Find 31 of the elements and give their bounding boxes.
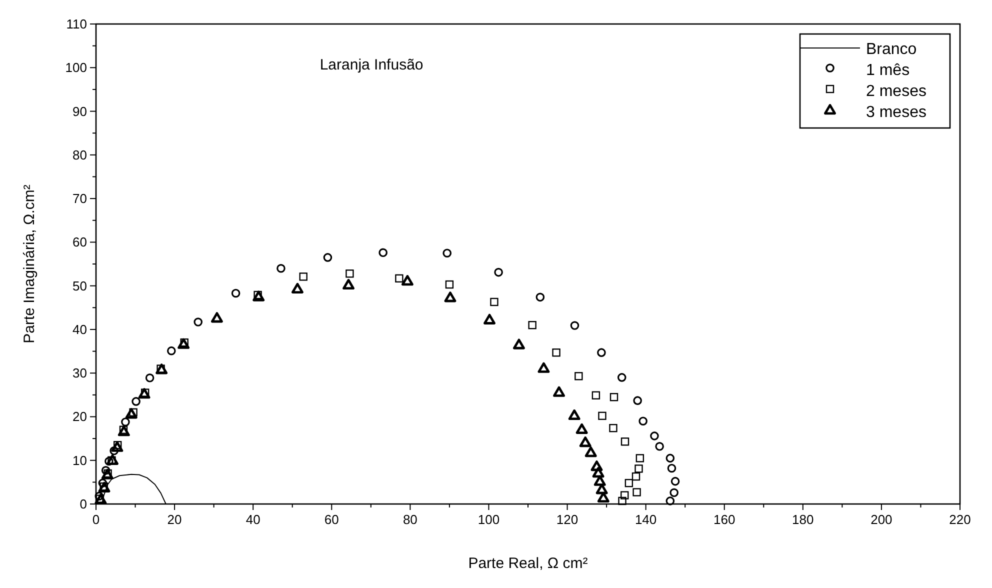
x-tick-label: 80	[402, 512, 418, 527]
y-axis-title: Parte Imaginária, Ω.cm²	[21, 184, 38, 344]
y-tick-label: 60	[72, 234, 87, 250]
x-tick-label: 20	[167, 512, 182, 527]
x-tick-label: 40	[246, 512, 260, 527]
legend-label: 3 meses	[866, 104, 926, 121]
x-axis-title: Parte Real, Ω cm²	[468, 555, 588, 572]
x-tick-label: 180	[792, 512, 814, 527]
y-tick-label: 80	[72, 147, 87, 162]
x-tick-label: 220	[949, 512, 971, 527]
y-tick-label: 30	[72, 366, 87, 381]
y-tick-label: 90	[72, 104, 87, 119]
x-tick-label: 160	[714, 512, 736, 527]
x-tick-label: 200	[870, 512, 892, 527]
x-tick-label: 120	[556, 512, 578, 527]
legend-label: Branco	[866, 41, 917, 58]
x-tick-label: 140	[634, 512, 657, 527]
x-tick-label: 100	[478, 512, 500, 527]
y-tick-label: 70	[72, 191, 87, 206]
y-tick-label: 0	[80, 496, 87, 512]
legend-label: 1 mês	[866, 62, 910, 79]
y-tick-label: 50	[72, 278, 87, 294]
y-tick-label: 10	[72, 452, 87, 468]
y-tick-label: 100	[65, 60, 87, 76]
y-tick-label: 110	[66, 16, 87, 32]
text: Laranja Infusão	[320, 56, 424, 74]
x-tick-label: 60	[324, 512, 339, 527]
y-tick-label: 40	[72, 322, 87, 337]
legend-label: 2 meses	[866, 83, 926, 100]
x-tick-label: 0	[92, 512, 100, 527]
y-tick-label: 20	[72, 409, 87, 424]
